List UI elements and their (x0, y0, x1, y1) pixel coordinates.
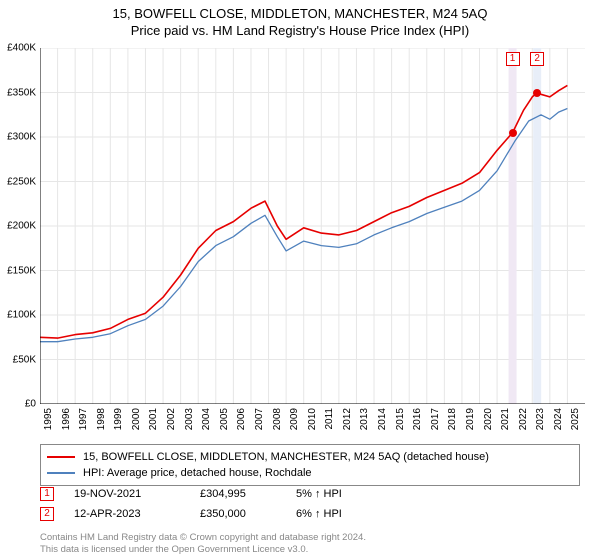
x-label: 2009 (289, 408, 300, 430)
sales-table: 1 19-NOV-2021 £304,995 5% ↑ HPI 2 12-APR… (40, 484, 580, 524)
x-label: 1996 (61, 408, 72, 430)
plot-svg (40, 48, 585, 404)
y-label: £100K (7, 310, 36, 321)
x-label: 2011 (324, 408, 335, 430)
x-axis-labels: 1995 1996 1997 1998 1999 2000 2001 2002 2003 2004… (40, 404, 585, 440)
y-label: £350K (7, 87, 36, 98)
sale-dot-2 (533, 89, 541, 97)
x-label: 2017 (430, 408, 441, 430)
legend: 15, BOWFELL CLOSE, MIDDLETON, MANCHESTER… (40, 444, 580, 486)
x-label: 1998 (96, 408, 107, 430)
legend-swatch-1 (47, 456, 75, 458)
sale-date-2: 12-APR-2023 (74, 508, 194, 520)
chart-container: 15, BOWFELL CLOSE, MIDDLETON, MANCHESTER… (0, 0, 600, 560)
legend-row-2: HPI: Average price, detached house, Roch… (47, 465, 573, 481)
legend-row-1: 15, BOWFELL CLOSE, MIDDLETON, MANCHESTER… (47, 449, 573, 465)
sale-marker-2: 2 (40, 507, 54, 521)
x-label: 2025 (570, 408, 581, 430)
y-axis-labels: £0£50K£100K£150K£200K£250K£300K£350K£400… (0, 48, 40, 404)
sale-date-1: 19-NOV-2021 (74, 488, 194, 500)
y-label: £250K (7, 176, 36, 187)
x-label: 2020 (483, 408, 494, 430)
legend-swatch-2 (47, 472, 75, 474)
x-label: 2015 (395, 408, 406, 430)
x-label: 2003 (184, 408, 195, 430)
x-label: 2001 (148, 408, 159, 430)
y-label: £200K (7, 221, 36, 232)
y-label: £150K (7, 265, 36, 276)
title-sub: Price paid vs. HM Land Registry's House … (0, 23, 600, 38)
sale-delta-1: 5% ↑ HPI (296, 488, 386, 500)
sale-box-1: 1 (506, 52, 520, 66)
y-label: £300K (7, 132, 36, 143)
sale-price-2: £350,000 (200, 508, 290, 520)
y-label: £0 (25, 399, 36, 410)
x-label: 2024 (553, 408, 564, 430)
x-label: 2005 (219, 408, 230, 430)
x-label: 2004 (201, 408, 212, 430)
legend-label-1: 15, BOWFELL CLOSE, MIDDLETON, MANCHESTER… (83, 451, 489, 463)
x-label: 2010 (307, 408, 318, 430)
x-label: 2016 (412, 408, 423, 430)
x-label: 2014 (377, 408, 388, 430)
y-label: £400K (7, 43, 36, 54)
x-label: 2013 (359, 408, 370, 430)
x-label: 2000 (131, 408, 142, 430)
x-label: 2002 (166, 408, 177, 430)
y-label: £50K (13, 354, 36, 365)
footer: Contains HM Land Registry data © Crown c… (40, 532, 580, 556)
x-label: 1997 (78, 408, 89, 430)
sale-row-1: 1 19-NOV-2021 £304,995 5% ↑ HPI (40, 484, 580, 504)
sale-row-2: 2 12-APR-2023 £350,000 6% ↑ HPI (40, 504, 580, 524)
footer-line-1: Contains HM Land Registry data © Crown c… (40, 532, 580, 544)
x-label: 2019 (465, 408, 476, 430)
sale-marker-1: 1 (40, 487, 54, 501)
title-block: 15, BOWFELL CLOSE, MIDDLETON, MANCHESTER… (0, 0, 600, 38)
x-label: 2007 (254, 408, 265, 430)
x-label: 2023 (535, 408, 546, 430)
sale-box-2: 2 (530, 52, 544, 66)
sale-dot-1 (509, 129, 517, 137)
x-label: 2012 (342, 408, 353, 430)
sale-price-1: £304,995 (200, 488, 290, 500)
x-label: 1995 (43, 408, 54, 430)
footer-line-2: This data is licensed under the Open Gov… (40, 544, 580, 556)
x-label: 2006 (236, 408, 247, 430)
x-label: 2022 (518, 408, 529, 430)
x-label: 2021 (500, 408, 511, 430)
x-label: 2008 (272, 408, 283, 430)
legend-label-2: HPI: Average price, detached house, Roch… (83, 467, 312, 479)
x-label: 2018 (447, 408, 458, 430)
chart-area: 12 (40, 48, 585, 404)
title-main: 15, BOWFELL CLOSE, MIDDLETON, MANCHESTER… (0, 6, 600, 21)
x-label: 1999 (113, 408, 124, 430)
sale-delta-2: 6% ↑ HPI (296, 508, 386, 520)
